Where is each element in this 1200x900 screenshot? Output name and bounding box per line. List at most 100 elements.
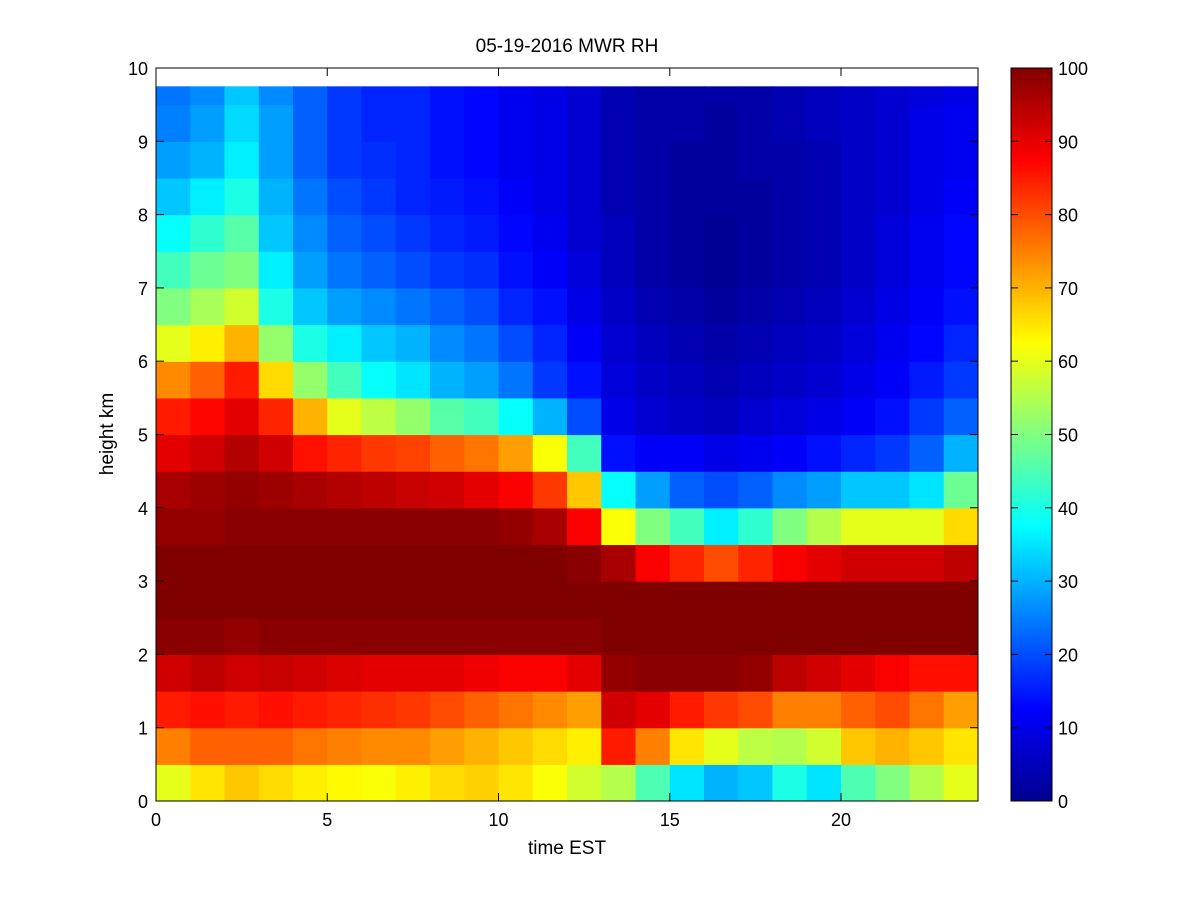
heatmap-cell	[293, 214, 328, 252]
heatmap-cell	[190, 397, 226, 436]
heatmap-cell	[327, 581, 363, 619]
heatmap-cell	[669, 654, 705, 692]
heatmap-cell	[258, 214, 294, 252]
heatmap-cell	[190, 691, 226, 729]
heatmap-cell	[224, 361, 260, 399]
heatmap-cell	[806, 727, 842, 765]
heatmap-cell	[704, 764, 739, 801]
heatmap-cell	[635, 764, 671, 801]
x-tick-label: 15	[660, 810, 680, 830]
heatmap-cell	[601, 434, 637, 472]
heatmap-cell	[704, 544, 739, 582]
heatmap-cell	[635, 324, 671, 362]
heatmap-cell	[806, 214, 842, 252]
heatmap-cell	[875, 727, 911, 765]
heatmap-cell	[567, 691, 602, 729]
colorbar-tick-label: 0	[1058, 792, 1068, 812]
heatmap-cell	[943, 361, 978, 399]
heatmap-cell	[293, 177, 328, 216]
heatmap-cell	[669, 141, 705, 179]
heatmap-cell	[327, 104, 363, 142]
heatmap-cell	[943, 251, 978, 289]
colorbar-tick-label: 30	[1058, 572, 1078, 592]
heatmap-cell	[498, 727, 534, 765]
y-tick-label: 4	[138, 499, 148, 519]
heatmap-cell	[601, 581, 637, 619]
heatmap-cell	[532, 544, 568, 582]
heatmap-cell	[909, 544, 945, 582]
heatmap-cell	[327, 361, 363, 399]
heatmap-cell	[395, 397, 431, 436]
heatmap-cell	[361, 287, 397, 326]
heatmap-cell	[190, 434, 226, 472]
heatmap-cell	[532, 691, 568, 729]
heatmap-cell	[772, 434, 808, 472]
heatmap-cell	[772, 141, 808, 179]
heatmap-cell	[464, 507, 500, 546]
x-tick-label: 20	[831, 810, 851, 830]
heatmap-cell	[635, 287, 671, 326]
heatmap-cell	[601, 397, 637, 436]
heatmap-cell	[156, 617, 191, 655]
heatmap-cell	[601, 764, 637, 801]
heatmap-cell	[395, 251, 431, 289]
heatmap-cell	[669, 544, 705, 582]
heatmap-cell	[943, 544, 978, 582]
heatmap-cell	[293, 104, 328, 142]
heatmap-cell	[498, 104, 534, 142]
heatmap-cell	[464, 434, 500, 472]
heatmap-cell	[258, 764, 294, 801]
heatmap-cell	[738, 617, 774, 655]
heatmap-cell	[669, 397, 705, 436]
heatmap-cell	[635, 251, 671, 289]
heatmap-cell	[430, 434, 465, 472]
heatmap-cell	[601, 177, 637, 216]
heatmap-cell	[601, 104, 637, 142]
heatmap-cell	[567, 251, 602, 289]
heatmap-cell	[395, 727, 431, 765]
heatmap-cell	[704, 86, 739, 106]
heatmap-cell	[224, 654, 260, 692]
heatmap-cell	[190, 544, 226, 582]
heatmap-cell	[361, 104, 397, 142]
heatmap-cell	[943, 727, 978, 765]
heatmap-cell	[738, 507, 774, 546]
heatmap-cell	[635, 691, 671, 729]
heatmap-cell	[909, 581, 945, 619]
heatmap-cell	[806, 104, 842, 142]
heatmap-cell	[772, 361, 808, 399]
heatmap-cell	[498, 86, 534, 106]
heatmap-cell	[498, 507, 534, 546]
heatmap-cell	[430, 471, 465, 509]
heatmap-cell	[532, 287, 568, 326]
heatmap-cell	[567, 544, 602, 582]
heatmap-cell	[567, 434, 602, 472]
heatmap-cell	[190, 727, 226, 765]
heatmap-cell	[156, 141, 191, 179]
heatmap-cell	[738, 324, 774, 362]
heatmap-cell	[669, 434, 705, 472]
heatmap-cell	[498, 691, 534, 729]
x-tick-label: 0	[151, 810, 161, 830]
heatmap-cell	[772, 324, 808, 362]
heatmap-cell	[841, 471, 876, 509]
heatmap-cell	[704, 507, 739, 546]
heatmap-cell	[464, 727, 500, 765]
y-tick-label: 3	[138, 572, 148, 592]
heatmap-cell	[156, 581, 191, 619]
heatmap-cell	[498, 471, 534, 509]
heatmap-cell	[190, 617, 226, 655]
heatmap-cell	[704, 397, 739, 436]
heatmap-cell	[567, 471, 602, 509]
heatmap-cell	[601, 324, 637, 362]
heatmap-cell	[806, 361, 842, 399]
heatmap-cell	[327, 177, 363, 216]
heatmap-cell	[190, 324, 226, 362]
heatmap-cell	[464, 324, 500, 362]
heatmap-cell	[704, 434, 739, 472]
heatmap-cell	[224, 287, 260, 326]
heatmap-cell	[738, 764, 774, 801]
heatmap-cell	[567, 727, 602, 765]
heatmap-cell	[464, 214, 500, 252]
